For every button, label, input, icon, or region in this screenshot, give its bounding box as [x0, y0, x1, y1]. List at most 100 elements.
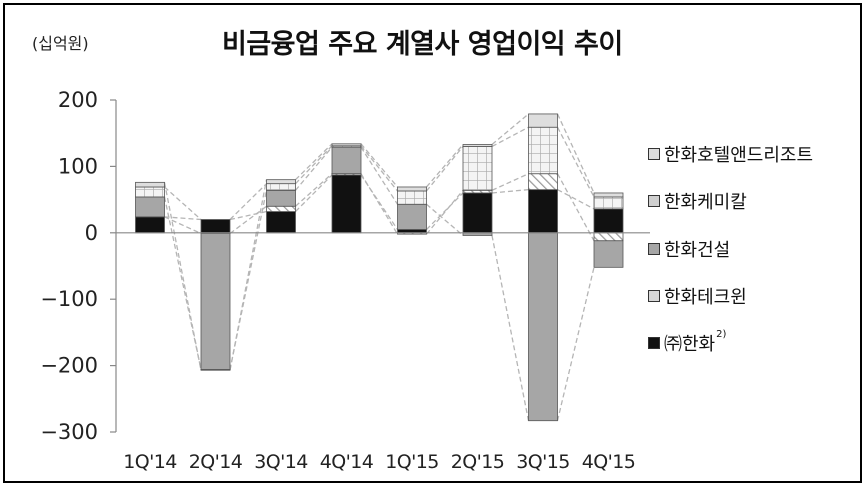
- bar-segment: [397, 190, 427, 205]
- y-tick-label: −100: [40, 287, 98, 311]
- connector-line: [556, 173, 595, 242]
- connector-line: [426, 203, 464, 236]
- connector-line: [229, 210, 267, 221]
- legend-item-techwin: 한화테크윈: [648, 285, 747, 308]
- bar-segment: [135, 181, 165, 188]
- chart-title: 비금융업 주요 계열사 영업이익 추이: [222, 29, 623, 60]
- connector-line: [360, 173, 399, 235]
- legend-label-hotel: 한화호텔앤드리조트: [664, 145, 814, 166]
- connector-line: [295, 146, 333, 191]
- bar-segment: [397, 203, 427, 230]
- bar-segment: [593, 240, 624, 268]
- y-tick-label: 200: [58, 88, 98, 112]
- connector-line: [556, 126, 595, 198]
- x-tick-label: 2Q'15: [451, 451, 504, 473]
- connector-line: [360, 143, 398, 188]
- chart-frame: [3, 3, 862, 483]
- bar-segment: [331, 174, 362, 234]
- legend-label-hanwha-corp: ㈜한화: [664, 334, 716, 355]
- unit-label: (십억원): [32, 34, 89, 53]
- bar-segment: [266, 179, 296, 185]
- legend-label-techwin: 한화테크윈: [664, 287, 747, 308]
- connector-line: [491, 113, 529, 145]
- bar-segment: [331, 143, 362, 147]
- connector-line: [426, 192, 464, 230]
- connector-line: [295, 174, 333, 213]
- bar-segment: [135, 216, 165, 234]
- connector-line: [426, 144, 464, 188]
- connector-line: [164, 216, 202, 221]
- connector-line: [229, 179, 268, 371]
- legend-item-hanwha-corp: ㈜한화 2): [648, 328, 727, 355]
- connector-line: [163, 182, 202, 371]
- connector-line: [556, 267, 595, 421]
- bar-segment: [135, 196, 165, 218]
- bar-segment: [528, 173, 558, 191]
- bar-segment: [397, 186, 427, 192]
- legend-footnote-mark: 2): [716, 328, 727, 340]
- bar-segment: [528, 126, 558, 175]
- legend-swatch-hotel: [648, 148, 660, 160]
- connector-line: [164, 216, 202, 235]
- connector-line: [295, 173, 333, 207]
- bar-segment: [462, 146, 493, 191]
- connector-line: [164, 186, 202, 221]
- bar-segment: [135, 186, 165, 198]
- bar-segment: [528, 232, 558, 422]
- legend-label-construction: 한화건설: [664, 240, 731, 261]
- legend-swatch-chemical: [648, 195, 660, 207]
- connector-line: [360, 146, 399, 205]
- legend-swatch-construction: [648, 243, 660, 255]
- y-tick-label: 0: [85, 221, 98, 245]
- legend-item-chemical: 한화케미칼: [648, 190, 747, 213]
- bar-segment: [528, 113, 558, 128]
- bar-segment: [462, 192, 493, 234]
- connector-line: [295, 143, 333, 181]
- y-tick-label: −200: [40, 354, 98, 378]
- legend-item-hotel: 한화호텔앤드리조트: [648, 143, 814, 166]
- x-tick-label: 1Q'15: [385, 451, 438, 473]
- x-tick-label: 2Q'14: [189, 451, 243, 473]
- bar-segment: [266, 211, 296, 234]
- x-tick-label: 4Q'14: [320, 451, 374, 473]
- bar-segment: [593, 232, 624, 242]
- connector-line: [360, 145, 399, 192]
- connector-line: [425, 146, 464, 192]
- connector-line: [426, 189, 464, 235]
- bar-segment: [266, 205, 296, 212]
- connector-line: [557, 189, 595, 210]
- x-tick-label: 3Q'15: [516, 451, 569, 473]
- connector-lines: [163, 113, 595, 421]
- connector-line: [491, 126, 529, 148]
- legend-swatch-techwin: [648, 290, 660, 302]
- bar-segment: [331, 146, 362, 175]
- bar-segment: [266, 183, 296, 191]
- x-tick-label: 3Q'14: [254, 451, 308, 473]
- bars-layer: [135, 113, 624, 422]
- bar-segment: [593, 196, 624, 210]
- connector-line: [556, 113, 595, 194]
- bar-segment: [528, 189, 558, 234]
- bar-segment: [200, 369, 231, 371]
- bar-segment: [200, 233, 231, 370]
- connector-line: [491, 188, 529, 194]
- x-tick-label: 1Q'14: [123, 451, 177, 473]
- bar-segment: [200, 219, 231, 234]
- x-tick-label: 4Q'15: [582, 451, 635, 473]
- legend-swatch-hanwha-corp: [648, 337, 660, 349]
- bar-segment: [462, 144, 493, 147]
- bar-segment: [593, 192, 624, 198]
- legend-item-construction: 한화건설: [648, 238, 731, 261]
- bar-segment: [593, 208, 624, 234]
- connector-line: [491, 235, 530, 421]
- connector-line: [491, 173, 529, 191]
- axes-layer: 200 100 0 −100 −200 −300 1Q'14 2Q'14 3Q'14 4Q'14 1…: [40, 88, 650, 473]
- legend-label-chemical: 한화케미칼: [664, 192, 747, 213]
- y-tick-label: −300: [40, 420, 98, 444]
- connector-line: [229, 183, 267, 220]
- connector-line: [229, 190, 268, 370]
- y-tick-label: 100: [58, 154, 98, 178]
- bar-segment: [266, 189, 296, 207]
- connector-line: [295, 145, 333, 185]
